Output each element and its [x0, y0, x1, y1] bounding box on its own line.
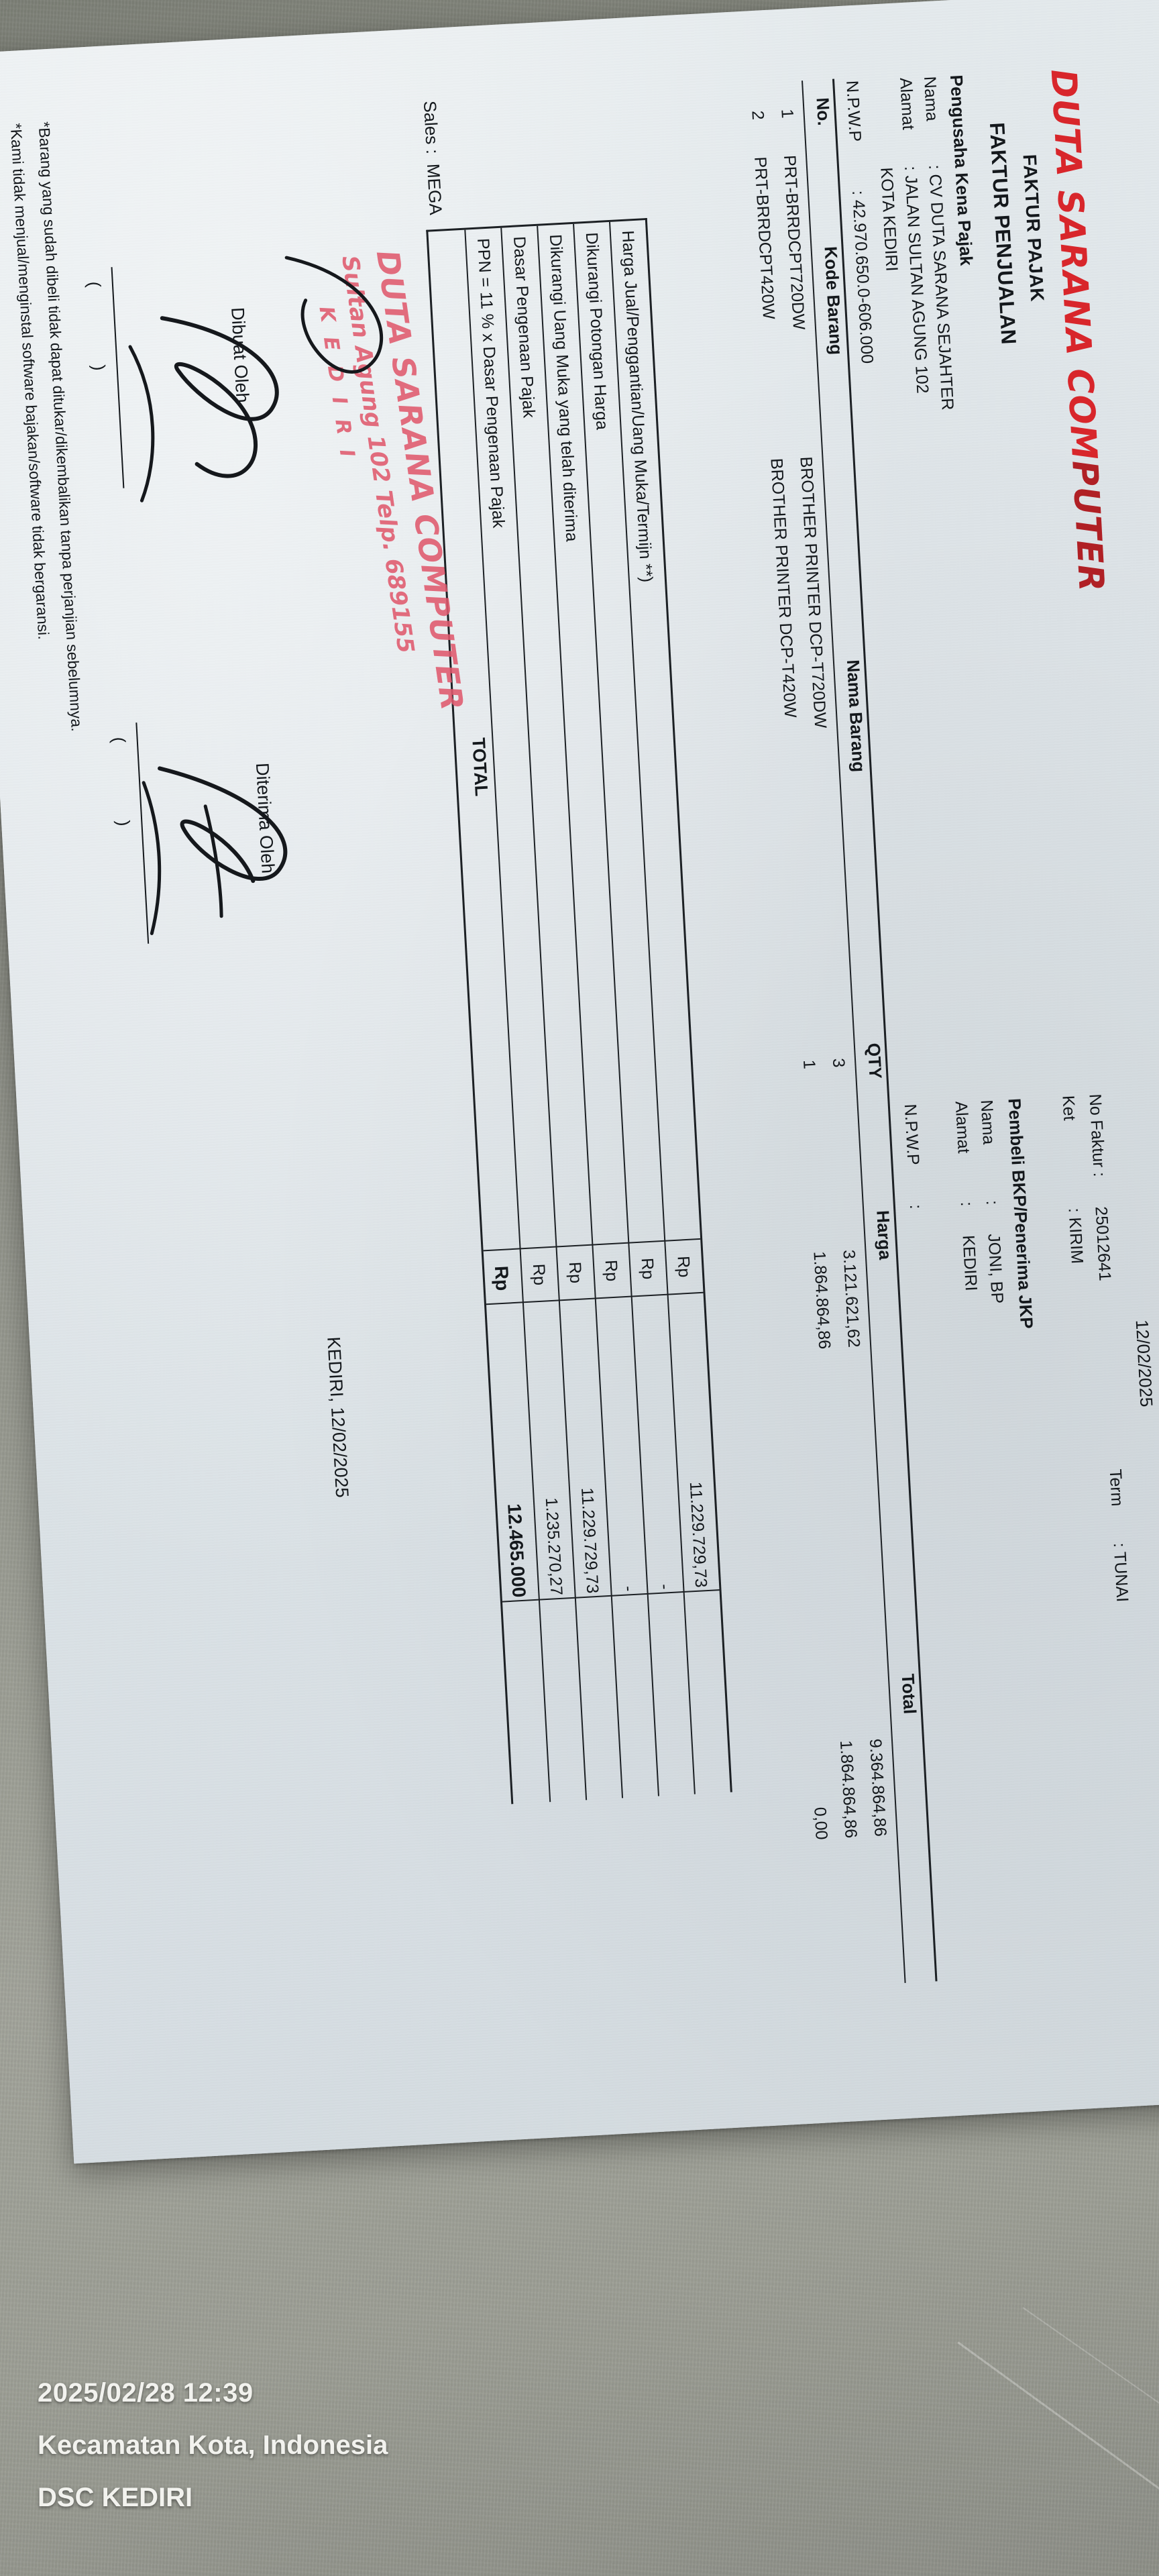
- paren-received-by: ( ): [107, 737, 135, 827]
- paren-left: (: [109, 736, 129, 744]
- surface-edge-line-secondary: [1022, 2307, 1159, 2408]
- company-logo-part-2: PUTER: [1064, 459, 1111, 594]
- signature-ink-received-by: [142, 766, 288, 935]
- cell-no: 2: [748, 110, 768, 121]
- surface-edge-line: [957, 2341, 1159, 2509]
- signature-line-made-by: [111, 267, 125, 488]
- buyer-address-value: KEDIRI: [958, 1234, 981, 1292]
- buyer-address-colon: :: [956, 1201, 977, 1208]
- invoice-number-label: No Faktur :: [1085, 1093, 1109, 1177]
- company-logo-text: DUTA SARANA COMPUTER: [1040, 68, 1113, 593]
- summary-currency: Rp: [565, 1261, 586, 1284]
- line-items-table: No. Kode Barang Nama Barang QTY Harga To…: [708, 78, 938, 1988]
- invoice-number-value: 25012641: [1091, 1205, 1115, 1282]
- note-label: Ket: [1058, 1095, 1079, 1122]
- received-by-label: Diterima Oleh: [252, 762, 278, 874]
- summary-label: Dasar Pengenaan Pajak: [509, 235, 539, 419]
- col-header-qty: QTY: [863, 1042, 886, 1079]
- seller-name-label: Nama: [920, 76, 942, 122]
- summary-currency: Rp: [529, 1263, 549, 1286]
- seller-address-city: KOTA KEDIRI: [877, 166, 901, 272]
- signature-ink-made-by: [128, 316, 279, 502]
- buyer-name-colon: :: [982, 1199, 1002, 1205]
- invoice-date: 12/02/2025: [1132, 1319, 1157, 1408]
- paren-right: ): [89, 364, 109, 372]
- buyer-name-value: JONI, BP: [984, 1233, 1007, 1305]
- document-title-tax: FAKTUR PAJAK: [1019, 154, 1048, 303]
- summary-box: Harga Jual/Penggantian/Uang Muka/Termijn…: [426, 217, 732, 1805]
- buyer-name-label: Nama: [977, 1099, 999, 1145]
- paren-made-by: ( ): [82, 281, 110, 372]
- document-title-sales: FAKTUR PENJUALAN: [985, 121, 1021, 345]
- summary-currency: Rp: [673, 1255, 694, 1278]
- paren-left: (: [84, 280, 105, 288]
- buyer-npwp-colon: :: [905, 1203, 926, 1210]
- paren-right: ): [113, 819, 134, 827]
- cell-qty: 3: [828, 1057, 848, 1069]
- summary-grand-total: 12.465.000: [504, 1503, 530, 1599]
- summary-label: Dikurangi Potongan Harga: [582, 231, 612, 431]
- overlay-timestamp: 2025/02/28 12:39: [38, 2378, 254, 2408]
- signature-line-received-by: [135, 722, 150, 944]
- overlay-location: Kecamatan Kota, Indonesia: [38, 2430, 388, 2460]
- summary-currency: Rp: [601, 1259, 622, 1282]
- sales-value: MEGA: [423, 163, 447, 216]
- place-and-date: KEDIRI, 12/02/2025: [323, 1336, 353, 1499]
- buyer-heading: Pembeli BKP/Penerima JKP: [1004, 1097, 1038, 1330]
- seller-npwp-label: N.P.W.P: [842, 80, 865, 143]
- buyer-npwp-label: N.P.W.P: [900, 1103, 923, 1166]
- total-label: TOTAL: [468, 737, 492, 797]
- seller-heading: Pengusaha Kena Pajak: [946, 74, 977, 266]
- note-value: : KIRIM: [1064, 1207, 1087, 1265]
- seller-address-label: Alamat: [896, 77, 918, 131]
- seller-npwp-value: : 42.970.650.0-606.000: [848, 190, 877, 364]
- col-header-no: No.: [812, 97, 834, 127]
- sales-person: Sales : MEGA: [418, 100, 447, 215]
- term-value: : TUNAI: [1109, 1542, 1132, 1603]
- term-label: Term: [1105, 1468, 1127, 1507]
- summary-currency: Rp: [637, 1257, 658, 1280]
- invoice-content: DUTA SARANA COMPUTER FAKTUR PAJAK FAKTUR…: [7, 68, 1157, 1988]
- summary-currency: Rp: [490, 1265, 513, 1292]
- invoice-paper: DUTA SARANA COMPUTER FAKTUR PAJAK FAKTUR…: [0, 0, 1159, 2163]
- camera-timestamp-overlay: 2025/02/28 12:39 Kecamatan Kota, Indones…: [38, 2372, 388, 2518]
- sales-label: Sales :: [419, 100, 443, 155]
- buyer-address-label: Alamat: [951, 1100, 973, 1155]
- cell-qty: 1: [799, 1059, 819, 1070]
- overlay-device: DSC KEDIRI: [38, 2483, 193, 2512]
- company-logo-part-1: DUTA SARANA COM: [1042, 68, 1105, 462]
- made-by-label: Dibuat Oleh: [227, 307, 253, 404]
- cell-no: 1: [777, 108, 797, 119]
